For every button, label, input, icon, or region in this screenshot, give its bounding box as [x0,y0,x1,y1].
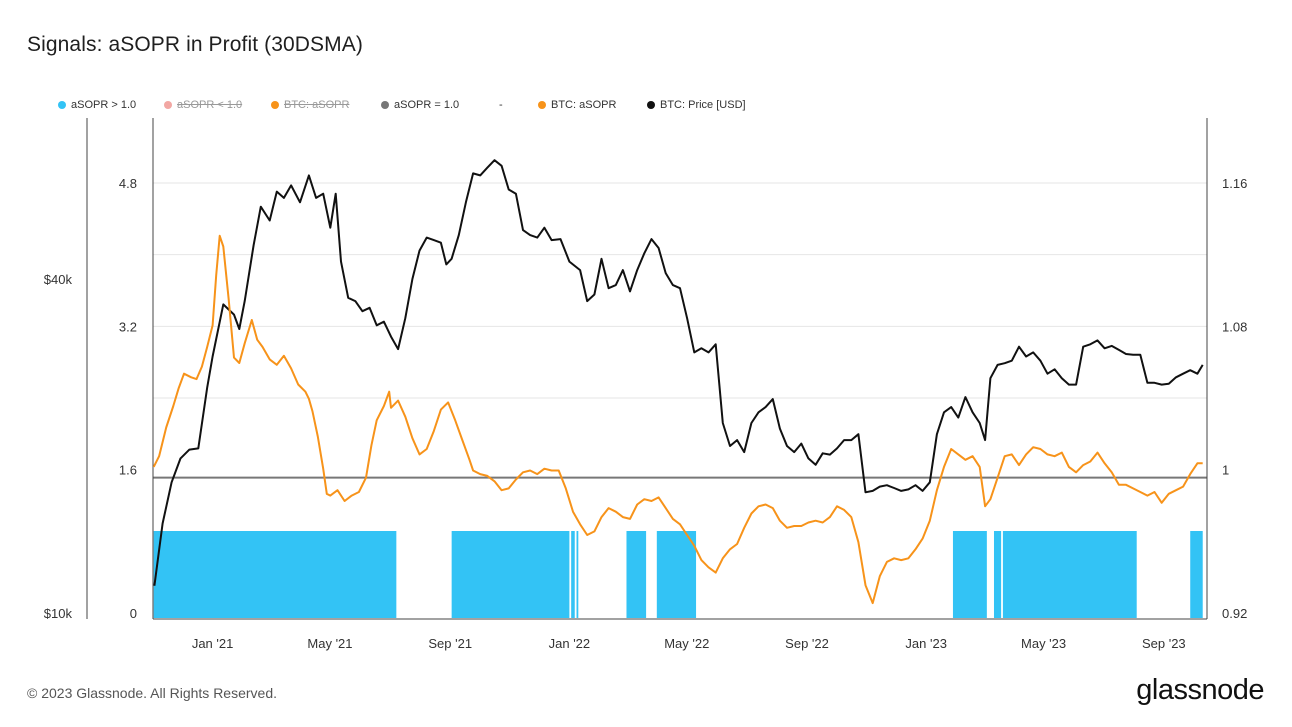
profit-bar [626,531,647,618]
profit-bars [153,531,1203,618]
profit-bar [1190,531,1203,618]
legend-dot-icon [647,101,655,109]
legend-label: BTC: aSOPR [284,99,350,111]
profit-bar [571,531,575,618]
legend-dot-icon [164,101,172,109]
price-tick-label: $10k [44,606,73,621]
profit-bar [576,531,579,618]
asopr-tick-label: 1 [1222,463,1229,478]
inner-tick-label: 1.6 [119,463,137,478]
legend-item-separator: - [499,99,503,111]
legend-label: BTC: aSOPR [551,99,617,111]
grid-lines [153,182,1207,399]
profit-bar [1002,531,1137,618]
price-series-line [153,159,1204,586]
x-tick-label: Jan '23 [905,636,947,651]
legend-dot-icon [538,101,546,109]
asopr-tick-label: 0.92 [1222,606,1247,621]
legend-item-btc-asopr-hidden[interactable]: BTC: aSOPR [271,99,349,111]
legend-label: BTC: Price [USD] [660,99,746,111]
x-tick-label: Sep '21 [428,636,472,651]
x-tick-label: Sep '22 [785,636,829,651]
legend-label: aSOPR < 1.0 [177,99,243,111]
x-tick-label: May '22 [664,636,709,651]
legend-item-asopr-below[interactable]: aSOPR < 1.0 [164,99,242,111]
x-tick-label: Jan '22 [549,636,591,651]
profit-bar [993,531,1002,618]
asopr-tick-label: 1.16 [1222,176,1247,191]
axes [86,118,1208,620]
chart-title: Signals: aSOPR in Profit (30DSMA) [27,33,363,56]
profit-bar [451,531,570,618]
x-tick-label: Sep '23 [1142,636,1186,651]
axis-labels: Jan '21 May '21 Sep '21 Jan '22 May '22 Sep '… [44,176,1248,651]
brand-logo: glassnode [1136,674,1264,706]
inner-tick-label: 4.8 [119,176,137,191]
inner-tick-label: 3.2 [119,319,137,334]
profit-bar [153,531,397,618]
legend-dot-icon [58,101,66,109]
legend-label: aSOPR > 1.0 [71,99,137,111]
profit-bar [952,531,987,618]
legend-item-btc-price[interactable]: BTC: Price [USD] [647,99,746,111]
series-lines [152,159,1204,605]
x-tick-label: Jan '21 [192,636,234,651]
legend-dot-icon [271,101,279,109]
copyright-text: © 2023 Glassnode. All Rights Reserved. [27,685,278,701]
asopr-series-line [152,234,1203,605]
inner-tick-label: 0 [130,606,137,621]
asopr-tick-label: 1.08 [1222,319,1247,334]
legend-dot-icon [381,101,389,109]
legend-item-btc-asopr[interactable]: BTC: aSOPR [538,99,616,111]
price-tick-label: $40k [44,272,73,287]
legend-label: aSOPR = 1.0 [394,99,460,111]
legend-item-threshold[interactable]: aSOPR = 1.0 [381,99,459,111]
x-tick-label: May '23 [1021,636,1066,651]
legend-item-asopr-above[interactable]: aSOPR > 1.0 [58,99,136,111]
profit-bar [656,531,697,618]
x-tick-label: May '21 [307,636,352,651]
legend-label: - [499,99,503,111]
